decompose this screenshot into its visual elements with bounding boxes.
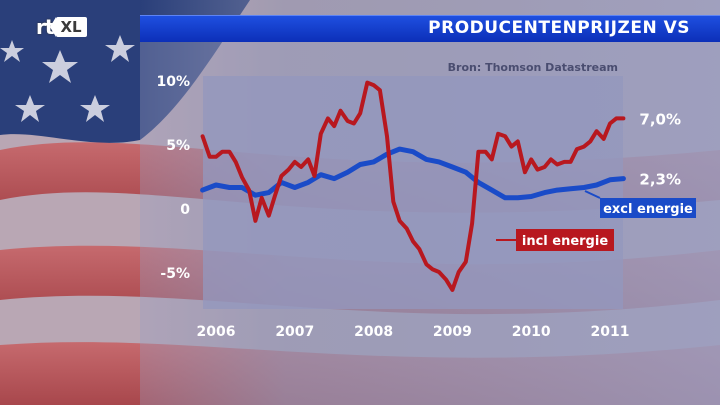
y-tick-label: 0	[180, 202, 190, 218]
page-title: PRODUCENTENPRIJZEN VS	[428, 18, 690, 38]
series-line-incl-energie	[200, 80, 626, 292]
title-bar: PRODUCENTENPRIJZEN VS	[140, 15, 720, 42]
rtl-xl-logo: rt XL	[36, 14, 87, 40]
series-line-excl-energie	[200, 146, 626, 201]
logo-rt: rt	[36, 15, 54, 39]
legend-incl-energie: incl energie	[496, 229, 614, 251]
x-tick-label: 2009	[433, 324, 472, 340]
x-tick-label: 2007	[275, 324, 314, 340]
legend-excl-energie: excl energie	[584, 190, 696, 218]
y-tick-label: 5%	[166, 138, 190, 154]
legend-label-excl: excl energie	[603, 202, 693, 217]
x-tick-label: 2010	[512, 324, 551, 340]
end-value-label: 2,3%	[639, 171, 681, 189]
x-tick-label: 2008	[354, 324, 393, 340]
x-tick-label: 2011	[591, 324, 630, 340]
legend-label-incl: incl energie	[522, 234, 608, 249]
logo-xl: XL	[50, 17, 87, 37]
x-tick-label: 2006	[197, 324, 236, 340]
end-value-label: 7,0%	[639, 110, 681, 128]
y-tick-label: -5%	[160, 266, 190, 282]
flag-stars-icon	[0, 35, 135, 122]
y-tick-label: 10%	[156, 74, 190, 90]
source-label: Bron: Thomson Datastream	[448, 61, 618, 74]
